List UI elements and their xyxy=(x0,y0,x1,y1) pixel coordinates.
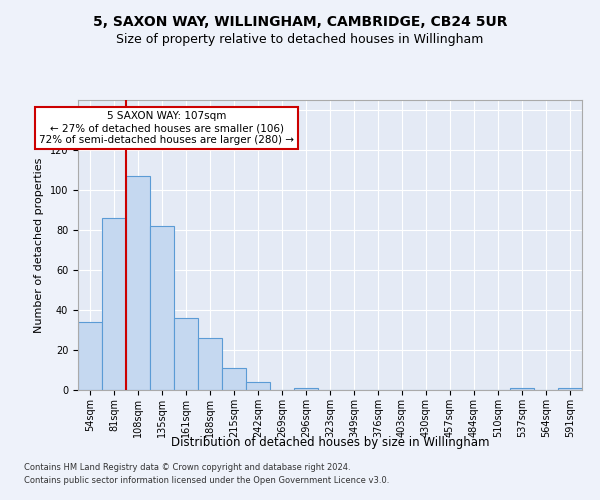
Bar xyxy=(174,318,198,390)
Text: Distribution of detached houses by size in Willingham: Distribution of detached houses by size … xyxy=(171,436,489,449)
Text: Contains public sector information licensed under the Open Government Licence v3: Contains public sector information licen… xyxy=(24,476,389,485)
Bar xyxy=(558,388,582,390)
Text: 5 SAXON WAY: 107sqm
← 27% of detached houses are smaller (106)
72% of semi-detac: 5 SAXON WAY: 107sqm ← 27% of detached ho… xyxy=(40,112,295,144)
Bar xyxy=(78,322,102,390)
Bar xyxy=(294,388,318,390)
Text: Size of property relative to detached houses in Willingham: Size of property relative to detached ho… xyxy=(116,32,484,46)
Bar xyxy=(102,218,126,390)
Bar xyxy=(198,338,222,390)
Bar xyxy=(510,388,534,390)
Text: Contains HM Land Registry data © Crown copyright and database right 2024.: Contains HM Land Registry data © Crown c… xyxy=(24,464,350,472)
Bar xyxy=(246,382,270,390)
Bar xyxy=(222,368,246,390)
Bar xyxy=(150,226,174,390)
Text: 5, SAXON WAY, WILLINGHAM, CAMBRIDGE, CB24 5UR: 5, SAXON WAY, WILLINGHAM, CAMBRIDGE, CB2… xyxy=(93,15,507,29)
Y-axis label: Number of detached properties: Number of detached properties xyxy=(34,158,44,332)
Bar xyxy=(126,176,150,390)
